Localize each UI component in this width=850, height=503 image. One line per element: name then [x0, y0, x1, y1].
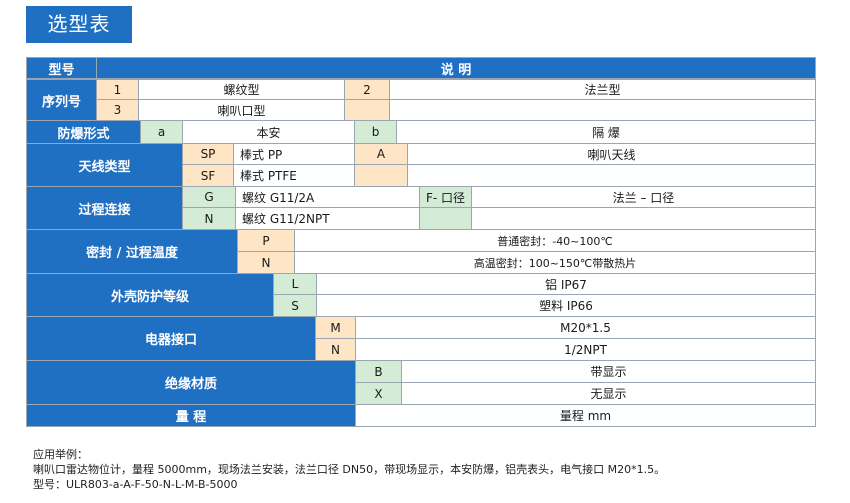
value-cell: 带显示: [401, 360, 816, 383]
code-cell: N: [237, 251, 295, 274]
value-cell: 无显示: [401, 382, 816, 405]
code-cell-empty: [354, 164, 408, 187]
page-title: 选型表: [26, 6, 132, 43]
value-cell: 喇叭天线: [407, 143, 816, 165]
code-cell: N: [315, 338, 356, 361]
value-cell: 螺纹 G11/2NPT: [235, 207, 420, 230]
value-cell: 铝 IP67: [316, 273, 816, 295]
row-label-housing: 外壳防护等级: [26, 273, 274, 317]
code-cell: X: [355, 382, 402, 405]
code-cell: M: [315, 316, 356, 339]
value-cell: 棒式 PTFE: [233, 164, 355, 187]
row-label-insulation: 绝缘材质: [26, 360, 356, 405]
code-cell: P: [237, 229, 295, 252]
code-cell: b: [354, 120, 397, 144]
value-cell-empty: [471, 207, 816, 230]
value-cell: 量程 mm: [355, 404, 816, 427]
header-description: 说 明: [96, 57, 816, 79]
value-cell: 本安: [182, 120, 355, 144]
row-label-antenna: 天线类型: [26, 143, 183, 187]
row-label-explosion: 防爆形式: [26, 120, 141, 144]
example-heading: 应用举例：: [33, 448, 88, 461]
code-cell: G: [182, 186, 236, 208]
example-model-code: 型号：ULR803-a-A-F-50-N-L-M-B-5000: [33, 478, 238, 491]
value-cell: 高温密封：100~150℃带散热片: [294, 251, 816, 274]
code-cell: 3: [96, 99, 139, 121]
value-cell-empty: [407, 164, 816, 187]
code-cell: a: [140, 120, 183, 144]
code-cell: S: [273, 294, 317, 317]
code-cell: N: [182, 207, 236, 230]
value-cell: 1/2NPT: [355, 338, 816, 361]
code-cell-empty: [344, 99, 390, 121]
value-cell: 塑料 IP66: [316, 294, 816, 317]
row-label-connection: 过程连接: [26, 186, 183, 230]
value-cell: 喇叭口型: [138, 99, 345, 121]
row-label-serial: 序列号: [26, 79, 97, 121]
row-label-electric: 电器接口: [26, 316, 316, 361]
code-cell: B: [355, 360, 402, 383]
code-cell: A: [354, 143, 408, 165]
value-cell: 螺纹 G11/2A: [235, 186, 420, 208]
code-cell: SP: [182, 143, 234, 165]
value-cell: 法兰型: [389, 79, 816, 100]
code-cell: 1: [96, 79, 139, 100]
code-cell: F- 口径: [419, 186, 472, 208]
code-cell: L: [273, 273, 317, 295]
header-model: 型号: [26, 57, 97, 79]
code-cell: SF: [182, 164, 234, 187]
row-label-range: 量 程: [26, 404, 356, 427]
code-cell-empty: [419, 207, 472, 230]
example-description: 喇叭口雷达物位计，量程 5000mm，现场法兰安装，法兰口径 DN50，带现场显…: [33, 463, 666, 476]
value-cell: M20*1.5: [355, 316, 816, 339]
value-cell: 隔 爆: [396, 120, 816, 144]
value-cell: 螺纹型: [138, 79, 345, 100]
row-label-seal: 密封 / 过程温度: [26, 229, 238, 274]
value-cell: 普通密封：-40~100℃: [294, 229, 816, 252]
code-cell: 2: [344, 79, 390, 100]
value-cell-empty: [389, 99, 816, 121]
value-cell: 棒式 PP: [233, 143, 355, 165]
value-cell: 法兰 – 口径: [471, 186, 816, 208]
